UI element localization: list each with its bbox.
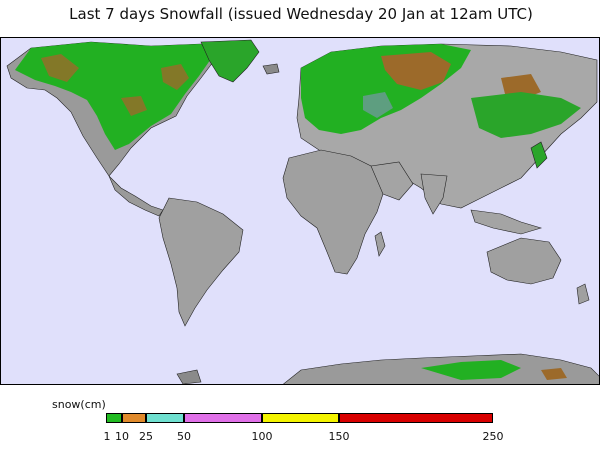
legend-tick-50: 50 xyxy=(177,430,191,443)
australia-landmass xyxy=(486,237,562,285)
india-landmass xyxy=(420,173,448,215)
antarctica-snow-green xyxy=(421,360,521,380)
legend-tick-25: 25 xyxy=(139,430,153,443)
russia-snow-teal xyxy=(363,92,393,118)
world-map-svg xyxy=(1,38,599,384)
madagascar-landmass xyxy=(374,231,386,257)
legend-tick-250: 250 xyxy=(482,430,504,443)
legend-tick-150: 150 xyxy=(328,430,350,443)
japan-landmass xyxy=(530,141,548,169)
legend-bin-1-10 xyxy=(106,413,122,423)
siberia-snow-green xyxy=(471,92,581,138)
antarctica-snow-orange xyxy=(541,368,567,380)
south-america-landmass xyxy=(158,197,244,327)
russia-snow-orange xyxy=(381,52,541,100)
iceland-landmass xyxy=(262,63,280,75)
legend-tick-1: 1 xyxy=(103,430,111,443)
legend-bin-10-25 xyxy=(122,413,146,423)
legend-bin-25-50 xyxy=(146,413,184,423)
greenland-landmass xyxy=(200,39,260,83)
legend-bin-50-100 xyxy=(184,413,262,423)
legend-bin-100-150 xyxy=(262,413,339,423)
legend-tick-10: 10 xyxy=(115,430,129,443)
map-title: Last 7 days Snowfall (issued Wednesday 2… xyxy=(69,5,533,23)
tierra-del-fuego-landmass xyxy=(176,369,202,384)
arabia-landmass xyxy=(370,161,414,201)
legend-tick-100: 100 xyxy=(251,430,273,443)
legend-unit-label: snow(cm) xyxy=(52,398,106,411)
central-america-landmass xyxy=(108,175,164,217)
africa-landmass xyxy=(282,149,386,275)
north-america-snow-orange xyxy=(41,54,189,116)
new-zealand-landmass xyxy=(576,283,590,305)
southeast-asia-islands xyxy=(470,209,543,235)
legend-bin-150-250 xyxy=(339,413,493,423)
world-snowfall-map xyxy=(0,37,600,385)
